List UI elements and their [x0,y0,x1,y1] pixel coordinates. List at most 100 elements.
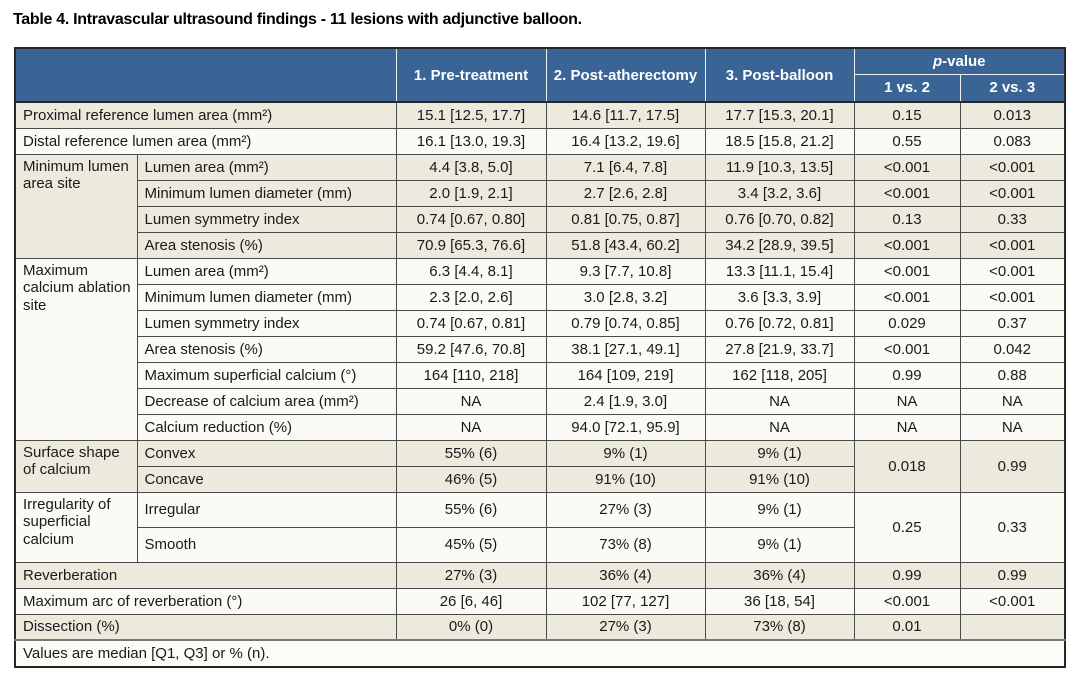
cell-p-1-vs-2: 0.25 [853,491,961,563]
cell-p-2-vs-3 [959,613,1066,641]
row-footnote: Values are median [Q1, Q3] or % (n). [14,639,1066,668]
cell-post-balloon: 91% (10) [704,465,855,493]
row-label: Proximal reference lumen area (mm²) [14,101,397,129]
cell-post-balloon: 0.76 [0.70, 0.82] [704,205,855,233]
cell-p-2-vs-3: <0.001 [959,231,1066,259]
cell-pre-treatment: 70.9 [65.3, 76.6] [395,231,547,259]
group-label-surface-shape: Surface shape of calcium [14,439,138,493]
col-header-post-balloon: 3. Post-balloon [704,47,855,103]
row-smooth: Smooth 45% (5) 73% (8) 9% (1) [15,526,1065,563]
cell-p-1-vs-2: <0.001 [853,179,961,207]
cell-post-atherectomy: 91% (10) [545,465,706,493]
cell-p-2-vs-3: <0.001 [959,257,1066,285]
cell-p-2-vs-3: 0.083 [959,127,1066,155]
cell-p-1-vs-2: 0.13 [853,205,961,233]
cell-pre-treatment: 2.0 [1.9, 2.1] [395,179,547,207]
cell-pre-treatment: 55% (6) [395,439,547,467]
cell-post-atherectomy: 36% (4) [545,561,706,589]
cell-p-2-vs-3: 0.33 [959,491,1066,563]
footnote-text: Values are median [Q1, Q3] or % (n). [14,639,1066,668]
table-header: 1. Pre-treatment 2. Post-atherectomy 3. … [14,47,1066,103]
cell-post-balloon: 11.9 [10.3, 13.5] [704,153,855,181]
cell-post-balloon: 36% (4) [704,561,855,589]
group-label-min-lumen-site: Minimum lumen area site [14,153,138,259]
cell-post-balloon: 18.5 [15.8, 21.2] [704,127,855,155]
table-title: Table 4. Intravascular ultrasound findin… [13,11,582,28]
header-row-sub: 1 vs. 2 2 vs. 3 [15,73,1066,103]
row-max-calcium-lumen-area: Maximum calcium ablation site Lumen area… [14,257,1066,441]
sub-row-label: Smooth [136,526,397,563]
cell-p-1-vs-2: 0.029 [853,309,961,337]
row-max-calcium-stenosis: Area stenosis (%) 59.2 [47.6, 70.8] 38.1… [15,335,1066,363]
group-label-max-calcium-site: Maximum calcium ablation site [14,257,138,441]
cell-p-1-vs-2: <0.001 [853,153,961,181]
cell-p-2-vs-3: <0.001 [959,179,1066,207]
col-header-p-2-vs-3: 2 vs. 3 [959,73,1066,103]
cell-post-balloon: NA [704,413,855,441]
cell-pre-treatment: 26 [6, 46] [395,587,547,615]
cell-post-atherectomy: 27% (3) [545,613,706,641]
cell-p-1-vs-2: NA [853,387,961,415]
cell-pre-treatment: 15.1 [12.5, 17.7] [395,101,547,129]
row-distal-reference: Distal reference lumen area (mm²) 16.1 [… [14,127,1066,155]
cell-p-2-vs-3: 0.88 [959,361,1066,389]
sub-row-label: Lumen area (mm²) [136,153,397,181]
cell-p-1-vs-2: 0.01 [853,613,961,641]
cell-post-balloon: 36 [18, 54] [704,587,855,615]
row-surface-convex: Surface shape of calcium Convex 55% (6) … [14,439,1066,493]
cell-post-balloon: 17.7 [15.3, 20.1] [704,101,855,129]
sub-row-label: Area stenosis (%) [136,231,397,259]
row-surface-concave: Concave 46% (5) 91% (10) 91% (10) [15,465,1065,493]
sub-row-label: Convex [136,439,397,467]
cell-post-balloon: 9% (1) [704,439,855,467]
cell-post-atherectomy: 94.0 [72.1, 95.9] [545,413,706,441]
cell-p-1-vs-2: <0.001 [853,257,961,285]
cell-pre-treatment: 46% (5) [395,465,547,493]
row-max-calcium-symmetry: Lumen symmetry index 0.74 [0.67, 0.81] 0… [15,309,1066,337]
cell-post-balloon: 13.3 [11.1, 15.4] [704,257,855,285]
cell-post-balloon: 3.6 [3.3, 3.9] [704,283,855,311]
sub-row-label: Lumen symmetry index [136,309,397,337]
row-area-stenosis: Area stenosis (%) 70.9 [65.3, 76.6] 51.8… [15,231,1066,259]
cell-post-balloon: 73% (8) [704,613,855,641]
cell-post-atherectomy: 102 [77, 127] [545,587,706,615]
cell-post-balloon: 9% (1) [704,491,855,528]
row-proximal-reference: Proximal reference lumen area (mm²) 15.1… [14,101,1066,129]
cell-post-atherectomy: 0.81 [0.75, 0.87] [545,205,706,233]
cell-p-1-vs-2: 0.55 [853,127,961,155]
col-header-pre-treatment: 1. Pre-treatment [395,47,547,103]
row-max-superficial-calcium: Maximum superficial calcium (°) 164 [110… [15,361,1066,389]
cell-pre-treatment: 55% (6) [395,491,547,528]
row-irregular: Irregularity of superficial calcium Irre… [14,491,1066,563]
group-label-irregularity: Irregularity of superficial calcium [14,491,138,563]
cell-pre-treatment: 164 [110, 218] [395,361,547,389]
p-value-italic-p: p [932,52,943,70]
header-blank-cell [14,47,397,103]
cell-p-1-vs-2: <0.001 [853,335,961,363]
cell-pre-treatment: 45% (5) [395,526,547,563]
sub-row-label: Calcium reduction (%) [136,413,397,441]
row-label: Dissection (%) [14,613,397,641]
sub-row-label: Lumen symmetry index [136,205,397,233]
cell-p-2-vs-3: <0.001 [959,587,1066,615]
cell-pre-treatment: NA [395,387,547,415]
cell-p-2-vs-3: <0.001 [959,283,1066,311]
cell-post-atherectomy: 38.1 [27.1, 49.1] [545,335,706,363]
row-min-lumen-area: Minimum lumen area site Lumen area (mm²)… [14,153,1066,259]
cell-post-atherectomy: 2.4 [1.9, 3.0] [545,387,706,415]
row-label: Distal reference lumen area (mm²) [14,127,397,155]
col-header-p-1-vs-2: 1 vs. 2 [853,73,961,103]
table-body: Proximal reference lumen area (mm²) 15.1… [14,101,1066,668]
row-lumen-symmetry: Lumen symmetry index 0.74 [0.67, 0.80] 0… [15,205,1066,233]
p-value-rest: -value [942,52,986,70]
sub-row-label: Area stenosis (%) [136,335,397,363]
cell-p-2-vs-3: 0.99 [959,561,1066,589]
cell-post-atherectomy: 3.0 [2.8, 3.2] [545,283,706,311]
row-decrease-calcium-area: Decrease of calcium area (mm²) NA 2.4 [1… [15,387,1066,415]
cell-post-atherectomy: 9% (1) [545,439,706,467]
row-calcium-reduction: Calcium reduction (%) NA 94.0 [72.1, 95.… [15,413,1066,441]
cell-post-atherectomy: 0.79 [0.74, 0.85] [545,309,706,337]
cell-pre-treatment: 2.3 [2.0, 2.6] [395,283,547,311]
cell-pre-treatment: 27% (3) [395,561,547,589]
